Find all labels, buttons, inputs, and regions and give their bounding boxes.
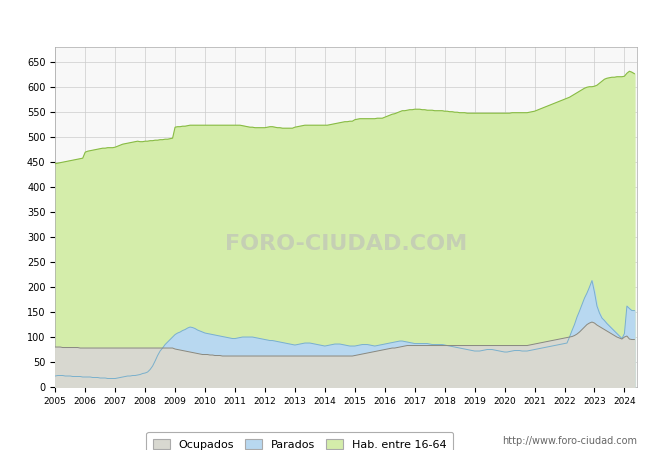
Text: FORO-CIUDAD.COM: FORO-CIUDAD.COM: [225, 234, 467, 254]
Text: http://www.foro-ciudad.com: http://www.foro-ciudad.com: [502, 436, 637, 446]
Text: Santorcaz - Evolucion de la poblacion en edad de Trabajar Mayo de 2024: Santorcaz - Evolucion de la poblacion en…: [92, 13, 558, 26]
Legend: Ocupados, Parados, Hab. entre 16-64: Ocupados, Parados, Hab. entre 16-64: [146, 432, 453, 450]
